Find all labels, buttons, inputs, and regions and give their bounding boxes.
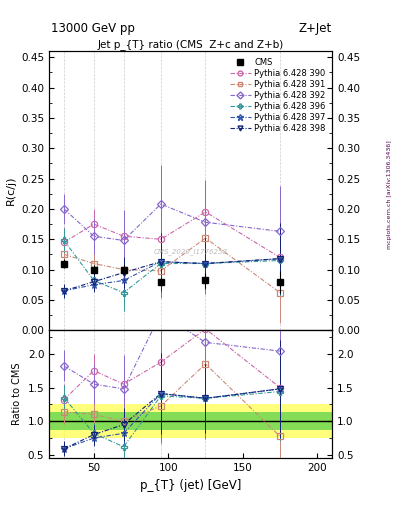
Pythia 6.428 397 xyxy=(62,288,66,294)
Title: Jet p_{T} ratio (CMS  Z+c and Z+b): Jet p_{T} ratio (CMS Z+c and Z+b) xyxy=(97,39,284,50)
Pythia 6.428 390 xyxy=(121,233,126,239)
Text: mcplots.cern.ch [arXiv:1306.3436]: mcplots.cern.ch [arXiv:1306.3436] xyxy=(387,140,392,249)
Pythia 6.428 392 xyxy=(121,238,126,244)
Pythia 6.428 391 xyxy=(277,290,282,296)
Line: Pythia 6.428 391: Pythia 6.428 391 xyxy=(61,235,283,296)
Pythia 6.428 391 xyxy=(92,261,96,267)
Pythia 6.428 398 xyxy=(277,255,282,262)
Pythia 6.428 397 xyxy=(92,282,96,288)
Pythia 6.428 398 xyxy=(121,269,126,275)
Pythia 6.428 391 xyxy=(121,267,126,273)
Pythia 6.428 396 xyxy=(92,278,96,284)
Pythia 6.428 397 xyxy=(203,261,208,267)
Pythia 6.428 392 xyxy=(92,233,96,239)
Pythia 6.428 398 xyxy=(92,279,96,285)
Y-axis label: R(c/j): R(c/j) xyxy=(6,176,16,205)
X-axis label: p_{T} (jet) [GeV]: p_{T} (jet) [GeV] xyxy=(140,479,241,492)
Bar xyxy=(49,413,332,430)
Pythia 6.428 396 xyxy=(203,261,208,267)
Line: Pythia 6.428 390: Pythia 6.428 390 xyxy=(61,209,283,261)
Bar xyxy=(49,404,332,438)
Pythia 6.428 397 xyxy=(121,278,126,284)
Text: CMS_2020_I1776258: CMS_2020_I1776258 xyxy=(154,249,228,255)
Pythia 6.428 396 xyxy=(277,258,282,264)
Line: Pythia 6.428 392: Pythia 6.428 392 xyxy=(61,201,283,244)
Pythia 6.428 398 xyxy=(62,288,66,294)
Legend: CMS, Pythia 6.428 390, Pythia 6.428 391, Pythia 6.428 392, Pythia 6.428 396, Pyt: CMS, Pythia 6.428 390, Pythia 6.428 391,… xyxy=(228,55,328,136)
Line: Pythia 6.428 398: Pythia 6.428 398 xyxy=(61,255,283,294)
Pythia 6.428 390 xyxy=(92,221,96,227)
Pythia 6.428 392 xyxy=(158,201,163,207)
Pythia 6.428 390 xyxy=(158,236,163,242)
Pythia 6.428 397 xyxy=(277,255,282,262)
Pythia 6.428 392 xyxy=(277,228,282,234)
Pythia 6.428 390 xyxy=(203,209,208,215)
Pythia 6.428 390 xyxy=(277,254,282,261)
Pythia 6.428 396 xyxy=(158,261,163,267)
Y-axis label: Ratio to CMS: Ratio to CMS xyxy=(12,363,22,425)
Pythia 6.428 391 xyxy=(203,235,208,241)
Pythia 6.428 397 xyxy=(158,259,163,265)
Pythia 6.428 398 xyxy=(158,259,163,265)
Pythia 6.428 398 xyxy=(203,261,208,267)
Text: Z+Jet: Z+Jet xyxy=(299,22,332,35)
Pythia 6.428 391 xyxy=(62,251,66,258)
Pythia 6.428 392 xyxy=(62,206,66,212)
Text: 13000 GeV pp: 13000 GeV pp xyxy=(51,22,135,35)
Pythia 6.428 392 xyxy=(203,219,208,225)
Pythia 6.428 391 xyxy=(158,268,163,274)
Pythia 6.428 396 xyxy=(121,290,126,296)
Line: Pythia 6.428 397: Pythia 6.428 397 xyxy=(61,255,283,294)
Pythia 6.428 390 xyxy=(62,239,66,245)
Line: Pythia 6.428 396: Pythia 6.428 396 xyxy=(61,238,283,296)
Pythia 6.428 396 xyxy=(62,238,66,244)
